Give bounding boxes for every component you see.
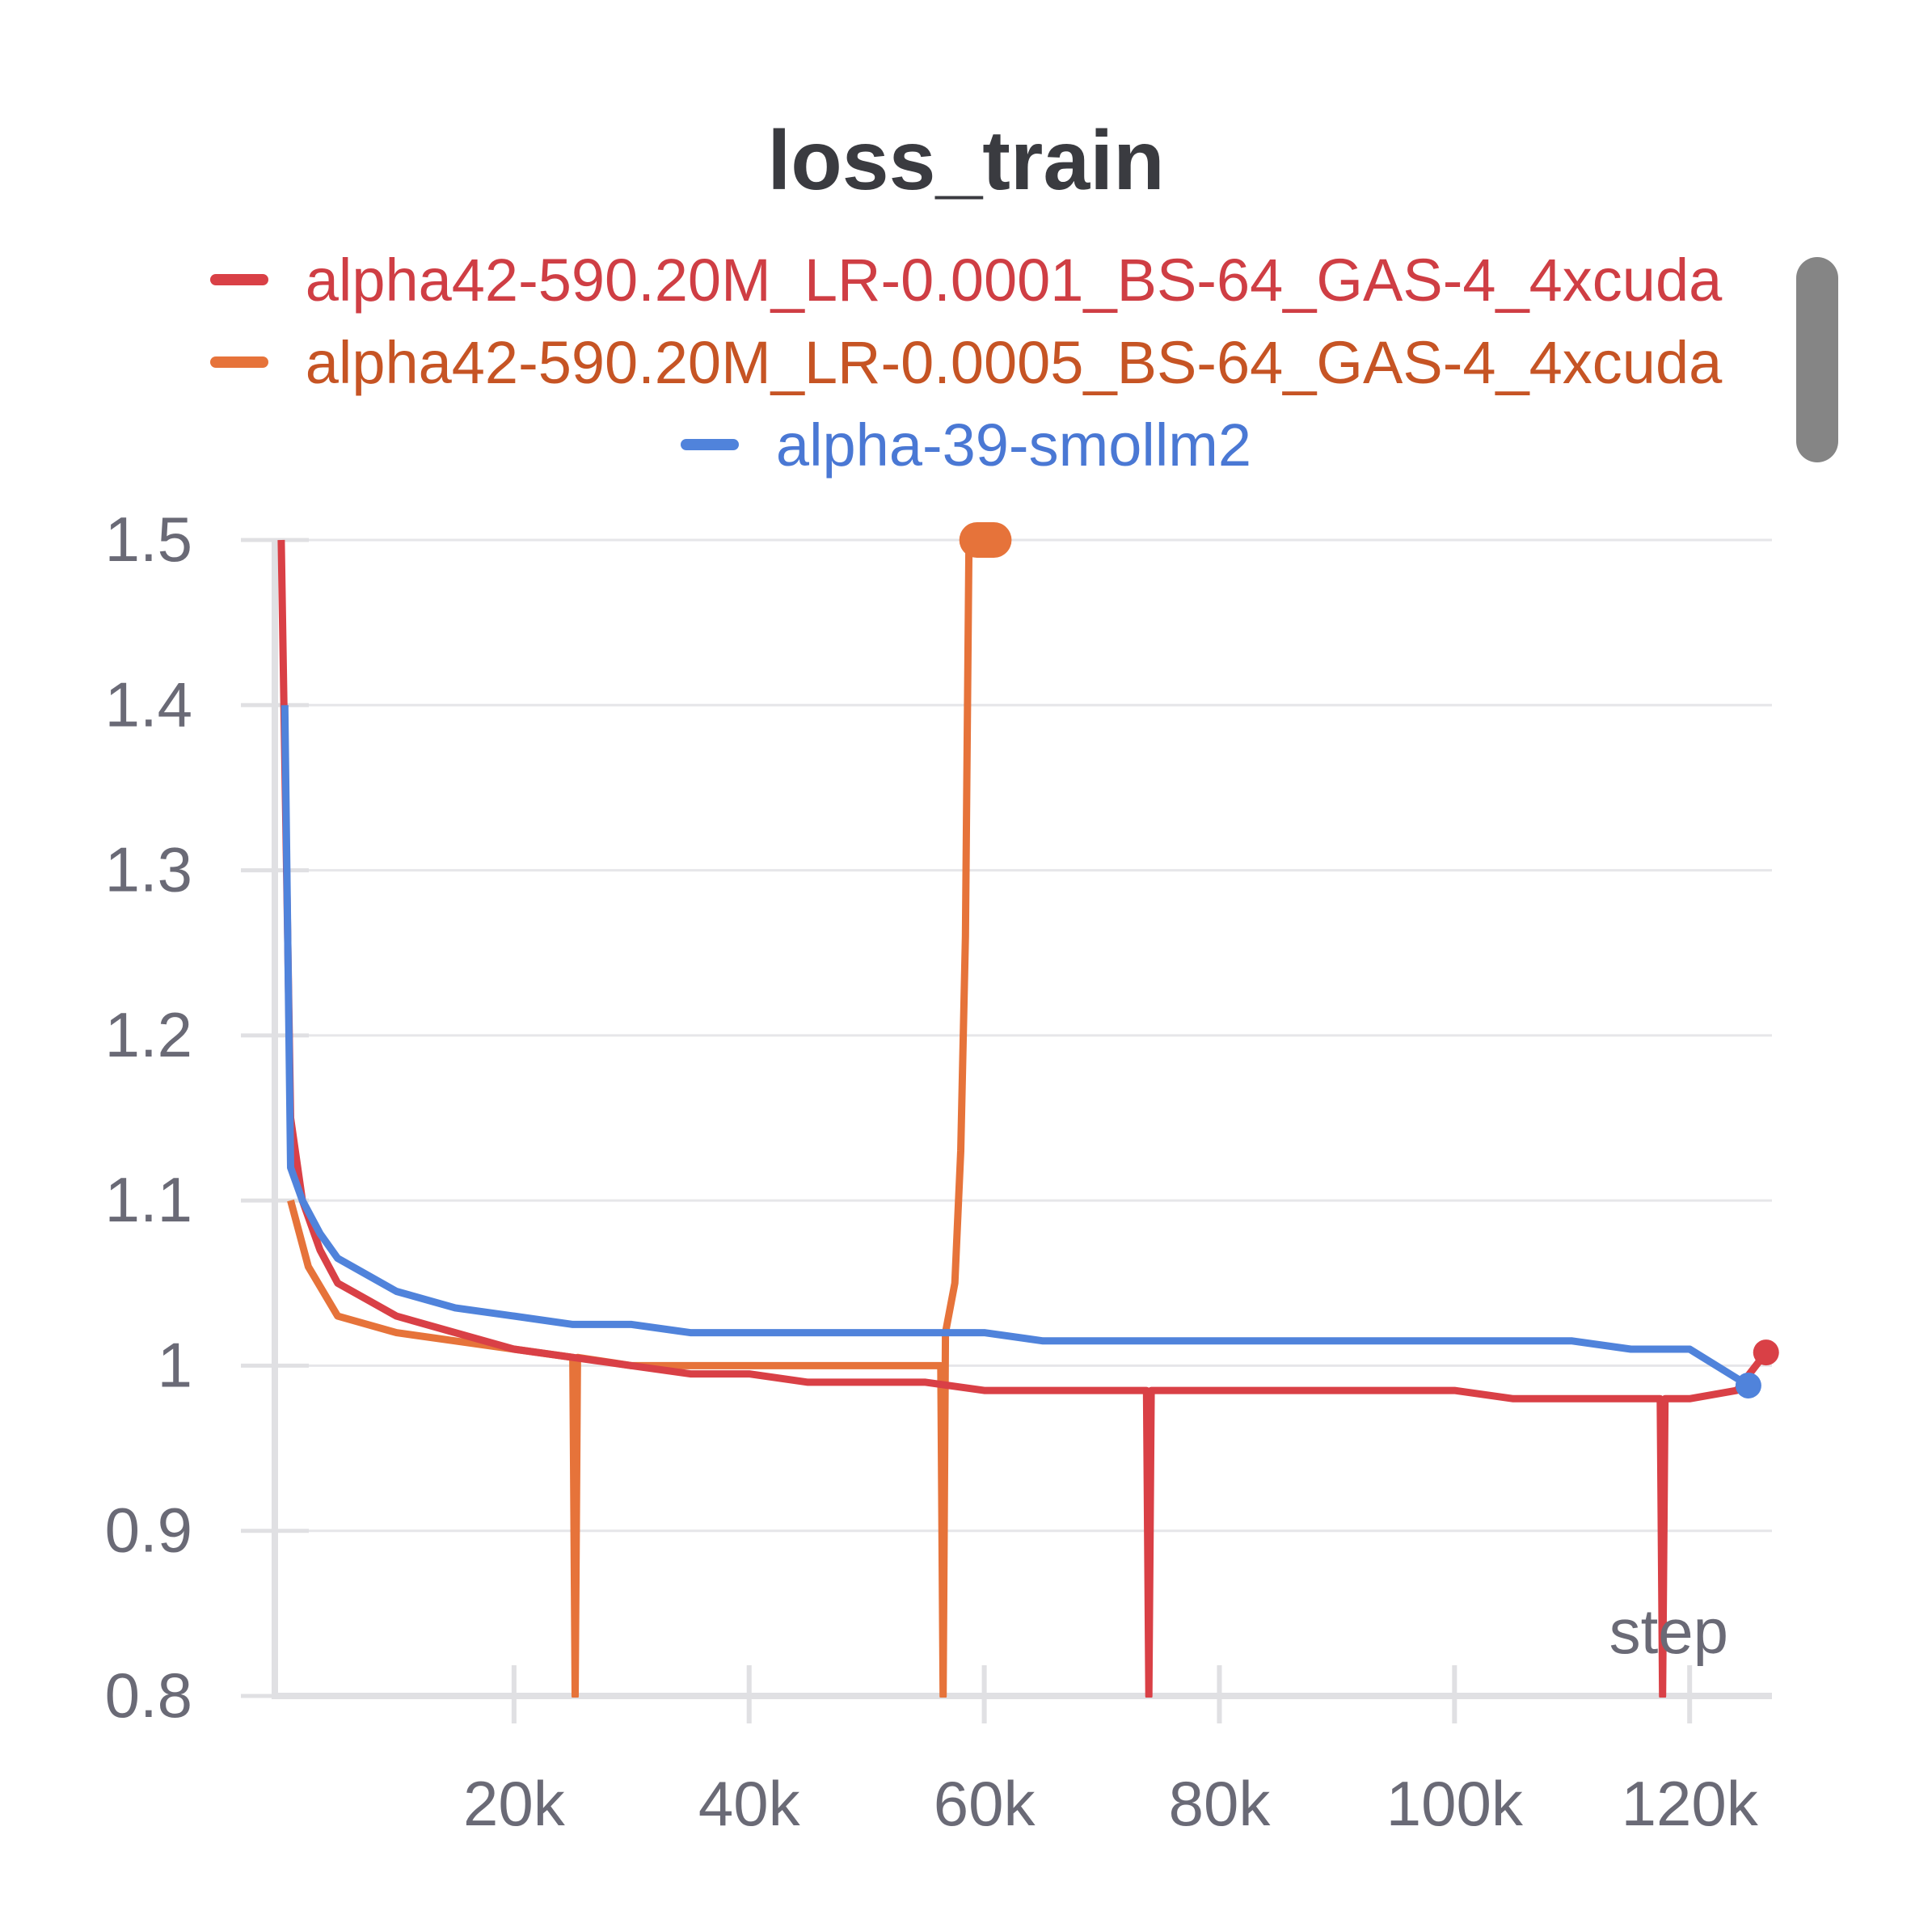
- legend-swatch-series-2: [209, 356, 268, 368]
- legend-item-series-2[interactable]: alpha42-590.20M_LR-0.0005_BS-64_GAS-4_4x…: [0, 322, 1932, 403]
- legend-label-series-2: alpha42-590.20M_LR-0.0005_BS-64_GAS-4_4x…: [305, 328, 1723, 396]
- x-tick-label: 120k: [1622, 1768, 1759, 1839]
- x-tick-label: 100k: [1386, 1768, 1524, 1839]
- y-tick-label: 1.1: [105, 1164, 192, 1235]
- series-lines: [277, 522, 1779, 1698]
- legend-label-series-1: alpha42-590.20M_LR-0.0001_BS-64_GAS-4_4x…: [305, 246, 1723, 314]
- y-tick-label: 0.8: [105, 1660, 192, 1731]
- x-tick-label: 40k: [698, 1768, 801, 1839]
- series-endpoint-3: [1735, 1372, 1761, 1398]
- y-tick-label: 1.2: [105, 999, 192, 1070]
- series-endpoint-1: [1753, 1339, 1779, 1366]
- legend-swatch-series-3: [680, 439, 739, 450]
- grid-lines: [279, 538, 1772, 1698]
- axes: [241, 538, 1772, 1723]
- legend-swatch-series-1: [209, 274, 268, 285]
- legend-item-series-3[interactable]: alpha-39-smollm2: [0, 404, 1932, 485]
- chart-title: loss_train: [767, 114, 1165, 208]
- x-tick-label: 80k: [1169, 1768, 1272, 1839]
- tick-labels: 0.8 0.9 1 1.1 1.2 1.3 1.4 1.5 20k 40k 60k 80k 100k 12…: [105, 504, 1759, 1839]
- x-axis-label: step: [1609, 1596, 1728, 1667]
- y-tick-label: 1.3: [105, 834, 192, 905]
- legend-scrollbar[interactable]: [1796, 257, 1838, 462]
- series-line-3: [281, 705, 1751, 1389]
- x-tick-label: 60k: [934, 1768, 1036, 1839]
- y-tick-label: 0.9: [105, 1495, 192, 1566]
- y-tick-label: 1.5: [105, 504, 192, 575]
- legend-item-series-1[interactable]: alpha42-590.20M_LR-0.0001_BS-64_GAS-4_4x…: [0, 239, 1932, 320]
- y-tick-label: 1: [158, 1329, 192, 1400]
- series-line-2: [287, 536, 1002, 1698]
- legend-label-series-3: alpha-39-smollm2: [775, 411, 1252, 479]
- series-2-clipped-peak: [959, 522, 1012, 558]
- x-tick-label: 20k: [463, 1768, 566, 1839]
- series-line-1: [277, 539, 1770, 1698]
- y-tick-label: 1.4: [105, 669, 192, 740]
